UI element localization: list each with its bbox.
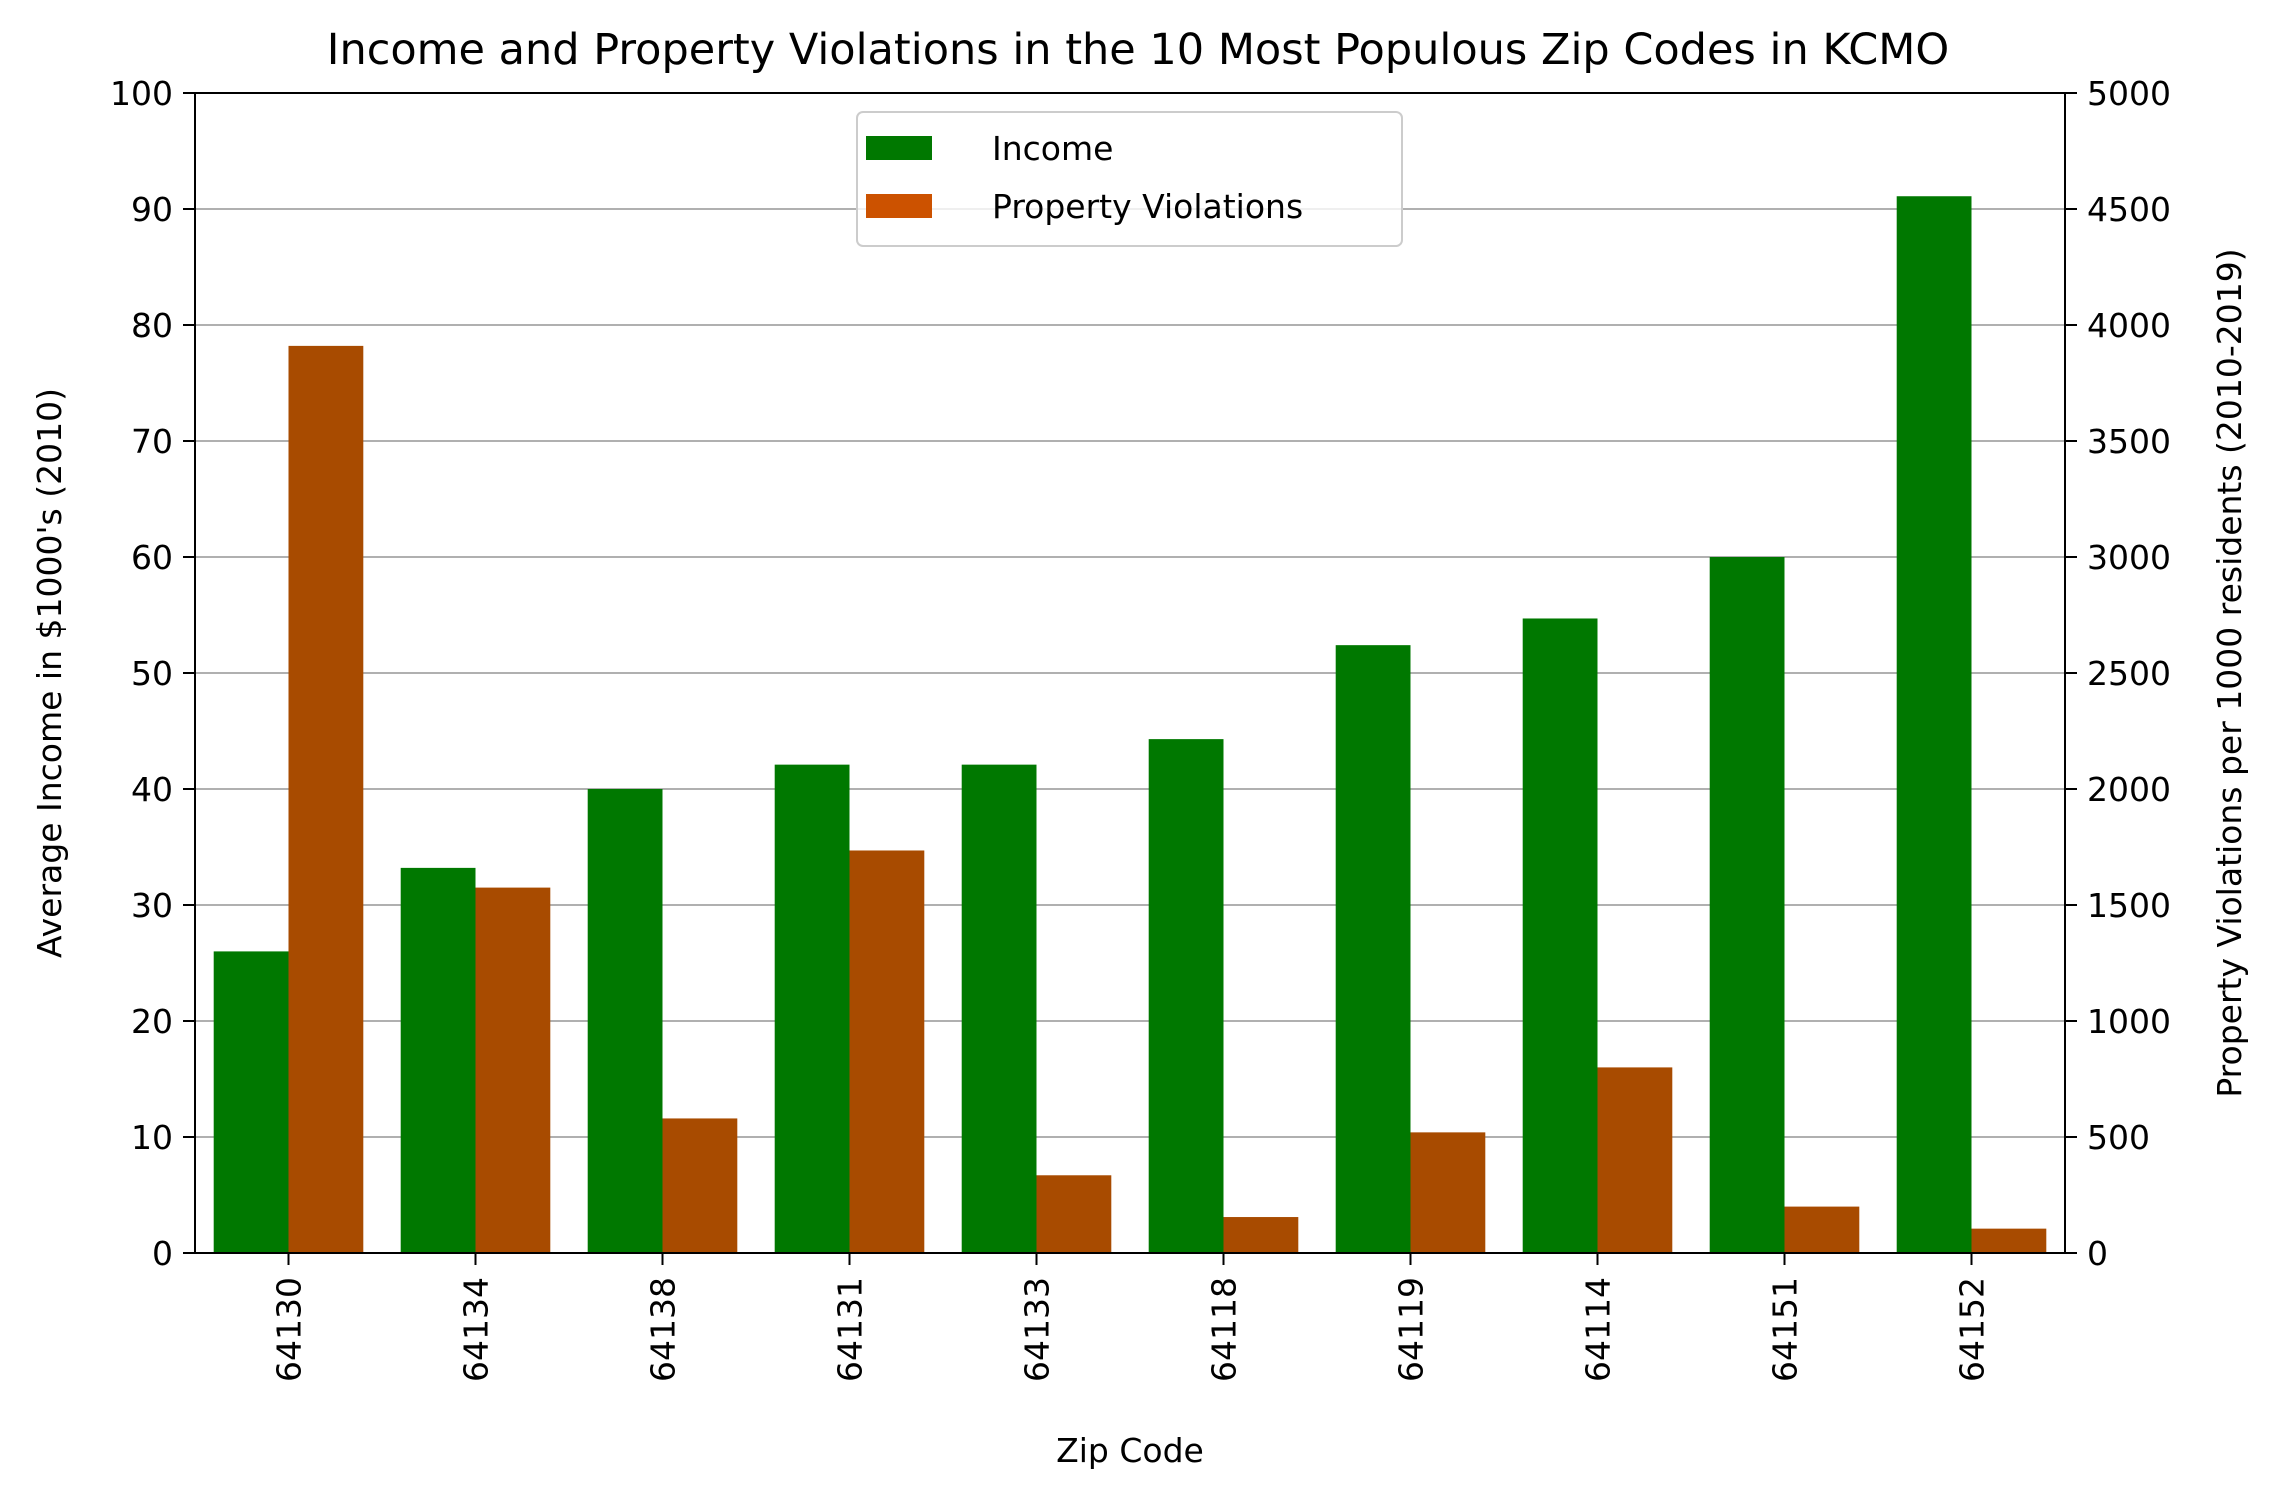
legend-label-property-violations: Property Violations bbox=[992, 187, 1303, 226]
bar-property-violations bbox=[1223, 1217, 1299, 1253]
bar-property-violations bbox=[288, 345, 364, 1253]
bar-property-violations bbox=[1971, 1228, 2047, 1253]
left-tick-label: 60 bbox=[131, 538, 173, 577]
right-y-axis-label: Property Violations per 1000 residents (… bbox=[2210, 248, 2249, 1097]
right-tick-label: 4500 bbox=[2087, 190, 2171, 229]
bars bbox=[213, 196, 2047, 1254]
bar-income bbox=[1709, 557, 1785, 1253]
bar-income bbox=[1335, 645, 1411, 1253]
bar-income bbox=[213, 951, 289, 1253]
x-tick-label: 64134 bbox=[457, 1277, 496, 1382]
right-tick-label: 3500 bbox=[2087, 422, 2171, 461]
legend: Income Property Violations bbox=[856, 111, 1403, 247]
bar-income bbox=[400, 867, 476, 1253]
x-tick-label: 64133 bbox=[1018, 1277, 1057, 1382]
bar-property-violations bbox=[1784, 1206, 1860, 1253]
x-tick-label: 64119 bbox=[1392, 1277, 1431, 1382]
bar-income bbox=[961, 764, 1037, 1253]
x-tick-label: 64138 bbox=[644, 1277, 683, 1382]
legend-swatch-income bbox=[866, 136, 932, 160]
left-y-axis: 0 10 20 30 40 50 60 70 80 90 100 bbox=[110, 74, 195, 1273]
legend-box bbox=[856, 111, 1403, 247]
bar-property-violations bbox=[1597, 1067, 1673, 1253]
bar-income bbox=[774, 764, 850, 1253]
x-tick-label: 64151 bbox=[1766, 1277, 1805, 1382]
legend-label-income: Income bbox=[992, 129, 1113, 168]
right-tick-label: 2500 bbox=[2087, 654, 2171, 693]
right-y-axis: 0 500 1000 1500 2000 2500 3000 3500 4000 4500 5000 bbox=[2065, 74, 2171, 1273]
legend-swatch-property-violations bbox=[866, 194, 932, 218]
x-tick-label: 64118 bbox=[1205, 1277, 1244, 1382]
right-tick-label: 2000 bbox=[2087, 770, 2171, 809]
left-tick-label: 0 bbox=[152, 1234, 173, 1273]
right-tick-label: 0 bbox=[2087, 1234, 2108, 1273]
bar-property-violations bbox=[475, 887, 551, 1253]
bar-income bbox=[1148, 739, 1224, 1253]
x-tick-label: 64130 bbox=[270, 1277, 309, 1382]
x-tick-label: 64152 bbox=[1953, 1277, 1992, 1382]
bar-property-violations bbox=[1410, 1132, 1486, 1253]
x-axis-label: Zip Code bbox=[1056, 1431, 1204, 1470]
right-tick-label: 3000 bbox=[2087, 538, 2171, 577]
left-tick-label: 40 bbox=[131, 770, 173, 809]
x-tick-label: 64131 bbox=[831, 1277, 870, 1382]
bar-property-violations bbox=[662, 1118, 738, 1253]
bar-income bbox=[587, 789, 663, 1253]
right-tick-label: 1000 bbox=[2087, 1002, 2171, 1041]
right-tick-label: 4000 bbox=[2087, 306, 2171, 345]
left-tick-label: 30 bbox=[131, 886, 173, 925]
right-tick-label: 5000 bbox=[2087, 74, 2171, 113]
x-axis: 64130 64134 64138 64131 64133 64118 64119 64114… bbox=[270, 1253, 1992, 1382]
right-tick-label: 1500 bbox=[2087, 886, 2171, 925]
left-y-axis-label: Average Income in $1000's (2010) bbox=[30, 388, 69, 958]
left-tick-label: 80 bbox=[131, 306, 173, 345]
left-tick-label: 20 bbox=[131, 1002, 173, 1041]
left-tick-label: 50 bbox=[131, 654, 173, 693]
bar-property-violations bbox=[849, 850, 925, 1253]
left-tick-label: 100 bbox=[110, 74, 173, 113]
right-tick-label: 500 bbox=[2087, 1118, 2150, 1157]
chart-title: Income and Property Violations in the 10… bbox=[327, 25, 1949, 75]
bar-income bbox=[1896, 196, 1972, 1254]
left-tick-label: 70 bbox=[131, 422, 173, 461]
bar-property-violations bbox=[1036, 1175, 1112, 1253]
x-tick-label: 64114 bbox=[1579, 1277, 1618, 1382]
left-tick-label: 90 bbox=[131, 190, 173, 229]
bar-income bbox=[1522, 618, 1598, 1253]
left-tick-label: 10 bbox=[131, 1118, 173, 1157]
